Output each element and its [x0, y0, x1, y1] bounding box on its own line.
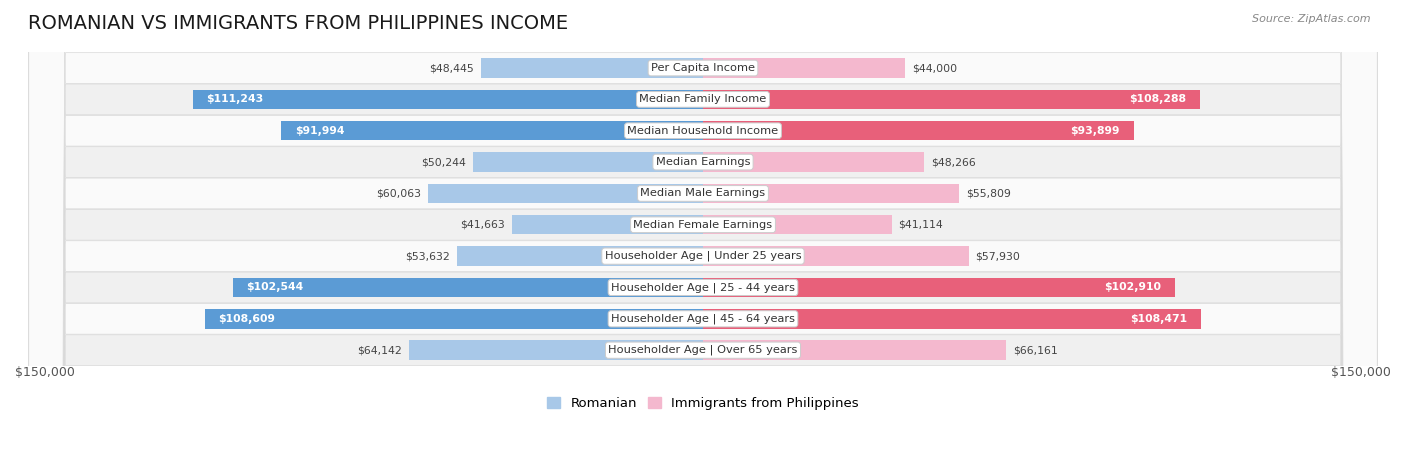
FancyBboxPatch shape — [28, 0, 1378, 467]
Text: $41,114: $41,114 — [898, 220, 943, 230]
Bar — [703, 215, 891, 234]
Bar — [481, 58, 703, 78]
Text: Median Earnings: Median Earnings — [655, 157, 751, 167]
Text: Householder Age | Over 65 years: Householder Age | Over 65 years — [609, 345, 797, 355]
Bar — [703, 121, 1133, 141]
Text: ROMANIAN VS IMMIGRANTS FROM PHILIPPINES INCOME: ROMANIAN VS IMMIGRANTS FROM PHILIPPINES … — [28, 14, 568, 33]
Text: $93,899: $93,899 — [1070, 126, 1121, 136]
FancyBboxPatch shape — [28, 0, 1378, 467]
Bar — [193, 90, 703, 109]
FancyBboxPatch shape — [28, 0, 1378, 467]
Bar — [232, 278, 703, 297]
FancyBboxPatch shape — [28, 0, 1378, 467]
FancyBboxPatch shape — [28, 0, 1378, 467]
Bar — [703, 58, 905, 78]
Text: $66,161: $66,161 — [1014, 345, 1059, 355]
Text: Per Capita Income: Per Capita Income — [651, 63, 755, 73]
Text: Median Family Income: Median Family Income — [640, 94, 766, 105]
Text: Median Female Earnings: Median Female Earnings — [634, 220, 772, 230]
Bar — [703, 247, 969, 266]
Text: $102,544: $102,544 — [246, 283, 304, 292]
Text: $60,063: $60,063 — [375, 188, 420, 198]
FancyBboxPatch shape — [28, 0, 1378, 467]
Text: Householder Age | 25 - 44 years: Householder Age | 25 - 44 years — [612, 282, 794, 293]
Text: $55,809: $55,809 — [966, 188, 1011, 198]
Text: $102,910: $102,910 — [1104, 283, 1161, 292]
Text: $44,000: $44,000 — [911, 63, 957, 73]
Text: $41,663: $41,663 — [460, 220, 505, 230]
Text: $53,632: $53,632 — [405, 251, 450, 261]
Bar — [703, 278, 1175, 297]
Bar — [205, 309, 703, 329]
Text: $108,609: $108,609 — [218, 314, 276, 324]
Text: $150,000: $150,000 — [15, 366, 75, 379]
Text: $150,000: $150,000 — [1331, 366, 1391, 379]
Text: $48,445: $48,445 — [429, 63, 474, 73]
Text: $108,471: $108,471 — [1129, 314, 1187, 324]
Bar — [409, 340, 703, 360]
FancyBboxPatch shape — [28, 0, 1378, 467]
Text: Median Household Income: Median Household Income — [627, 126, 779, 136]
Text: Householder Age | 45 - 64 years: Householder Age | 45 - 64 years — [612, 313, 794, 324]
Bar — [281, 121, 703, 141]
Bar — [703, 152, 924, 172]
Text: $48,266: $48,266 — [931, 157, 976, 167]
FancyBboxPatch shape — [28, 0, 1378, 467]
Text: $50,244: $50,244 — [420, 157, 465, 167]
Legend: Romanian, Immigrants from Philippines: Romanian, Immigrants from Philippines — [541, 392, 865, 416]
Bar — [703, 90, 1199, 109]
Bar — [457, 247, 703, 266]
Bar — [703, 309, 1201, 329]
Bar — [703, 340, 1007, 360]
Text: $111,243: $111,243 — [207, 94, 264, 105]
Text: $64,142: $64,142 — [357, 345, 402, 355]
Text: $91,994: $91,994 — [295, 126, 344, 136]
Text: $57,930: $57,930 — [976, 251, 1021, 261]
Text: Source: ZipAtlas.com: Source: ZipAtlas.com — [1253, 14, 1371, 24]
Text: $108,288: $108,288 — [1129, 94, 1185, 105]
Text: Median Male Earnings: Median Male Earnings — [641, 188, 765, 198]
FancyBboxPatch shape — [28, 0, 1378, 467]
FancyBboxPatch shape — [28, 0, 1378, 467]
Bar — [512, 215, 703, 234]
Bar — [703, 184, 959, 203]
Bar — [472, 152, 703, 172]
Text: Householder Age | Under 25 years: Householder Age | Under 25 years — [605, 251, 801, 262]
Bar — [427, 184, 703, 203]
